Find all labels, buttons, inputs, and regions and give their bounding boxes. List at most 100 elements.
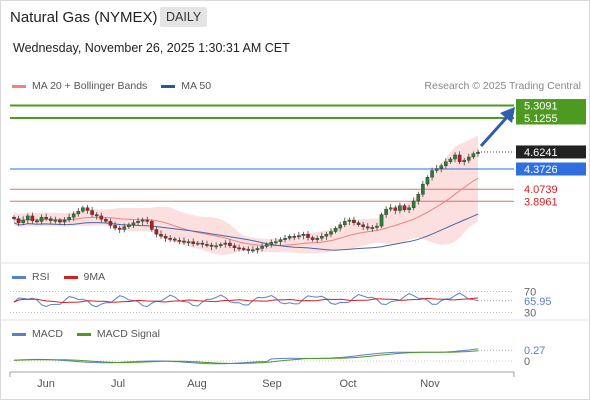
candle-body xyxy=(108,221,113,226)
candle xyxy=(58,217,62,225)
candle-body xyxy=(411,200,416,208)
candle-body xyxy=(71,213,76,218)
candle-body xyxy=(462,160,467,162)
candles xyxy=(12,149,480,254)
candle xyxy=(462,157,467,166)
candle-body xyxy=(448,158,453,162)
macd-axis-label-0: 0.27 xyxy=(524,345,545,357)
candle xyxy=(260,243,264,252)
candle xyxy=(127,222,131,229)
candle xyxy=(122,223,127,233)
candle xyxy=(62,217,67,226)
arrow-shaft xyxy=(479,114,510,148)
candle xyxy=(94,212,99,220)
candle-body xyxy=(113,225,117,229)
candle xyxy=(407,204,411,214)
candle-body xyxy=(301,234,306,236)
candle xyxy=(209,242,214,251)
candle xyxy=(274,238,278,245)
period-badge[interactable]: DAILY xyxy=(160,7,208,27)
candle xyxy=(347,217,352,226)
legend-item-macd: MACD xyxy=(12,328,63,340)
candle xyxy=(104,217,108,224)
candle-body xyxy=(62,219,67,223)
candle-body xyxy=(122,226,127,230)
macd-legend: MACD MACD Signal xyxy=(12,328,174,340)
candle xyxy=(218,242,223,248)
bollinger-band xyxy=(14,135,478,255)
candle xyxy=(67,213,71,223)
candle-body xyxy=(407,207,411,211)
candle xyxy=(352,216,356,226)
candle-body xyxy=(425,177,430,185)
candle xyxy=(25,213,30,224)
price-label-box-3 xyxy=(516,162,586,176)
candle xyxy=(108,218,113,229)
moving-averages xyxy=(13,177,479,251)
macd-panel: 0.270 xyxy=(0,319,590,368)
candle xyxy=(297,231,301,240)
candle xyxy=(342,217,347,228)
candle xyxy=(113,221,117,231)
candle-body xyxy=(117,227,122,230)
candle xyxy=(163,233,168,242)
candle xyxy=(315,235,320,243)
candle-body xyxy=(278,239,283,242)
candle-body xyxy=(375,225,379,228)
legend-swatch-macd-signal xyxy=(76,332,91,336)
candle xyxy=(35,218,39,224)
candle-body xyxy=(260,246,264,249)
candle-body xyxy=(182,240,186,243)
price-label-box-2 xyxy=(516,145,586,159)
candle-body xyxy=(241,248,246,250)
candle xyxy=(205,240,209,248)
legend-item-ma50: MA 50 xyxy=(161,80,211,92)
candle-body xyxy=(94,214,99,217)
candle xyxy=(21,216,25,226)
candle-body xyxy=(140,219,145,222)
candle-body xyxy=(191,241,195,244)
candle-body xyxy=(338,224,342,229)
candle xyxy=(402,203,407,212)
candle xyxy=(99,212,104,223)
candle-body xyxy=(177,240,182,242)
candle xyxy=(375,222,379,231)
candle-body xyxy=(39,217,44,222)
candle-body xyxy=(361,224,365,227)
candle-body xyxy=(223,242,228,245)
candle-body xyxy=(329,231,333,235)
ma50-line xyxy=(13,213,479,251)
candle-body xyxy=(186,241,191,244)
candle-body xyxy=(168,238,172,240)
candle-body xyxy=(228,242,232,246)
legend-swatch-ma50 xyxy=(161,84,176,88)
month-label-4: Oct xyxy=(339,378,356,390)
candle-body xyxy=(402,205,407,211)
legend-label-macd-signal: MACD Signal xyxy=(96,328,160,340)
candle xyxy=(16,215,21,226)
candle xyxy=(416,191,421,205)
candle-body xyxy=(310,237,315,240)
candle-body xyxy=(150,221,154,230)
candle-body xyxy=(365,226,370,229)
candle xyxy=(117,225,122,234)
arrow-head xyxy=(500,107,515,123)
price-label-5: 3.8961 xyxy=(524,196,558,208)
candle xyxy=(476,149,480,157)
candle-body xyxy=(269,242,274,245)
candle xyxy=(145,216,150,225)
rsi-axis-label-1: 65.95 xyxy=(524,296,552,308)
candle-body xyxy=(85,207,90,211)
candle xyxy=(471,151,476,160)
candle-body xyxy=(444,161,448,166)
candle-body xyxy=(218,244,223,246)
candle-body xyxy=(356,222,361,225)
candle xyxy=(200,240,205,248)
candle-body xyxy=(205,244,209,246)
ma20-line xyxy=(13,177,479,247)
month-label-1: Jul xyxy=(111,378,125,390)
candle xyxy=(237,244,241,252)
candle-body xyxy=(283,238,287,240)
candle xyxy=(388,204,393,212)
candle xyxy=(361,221,365,231)
